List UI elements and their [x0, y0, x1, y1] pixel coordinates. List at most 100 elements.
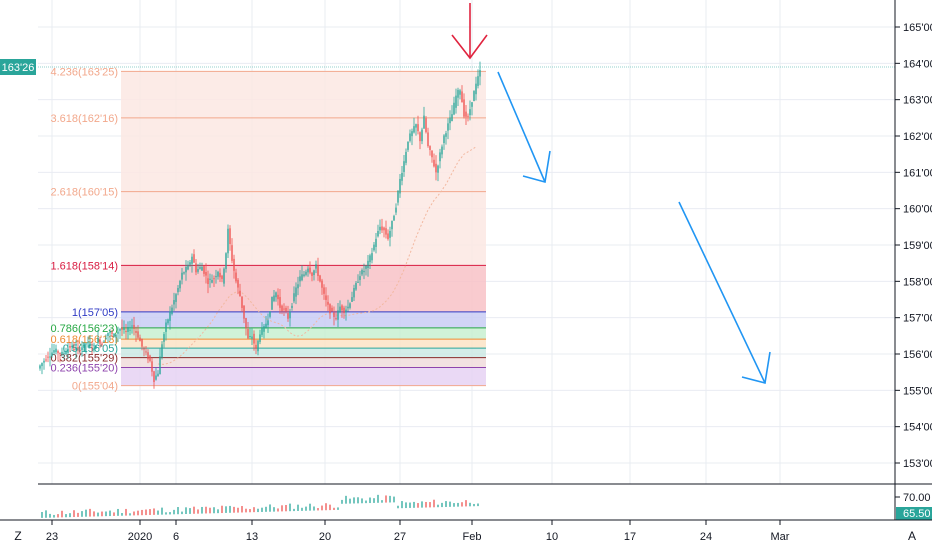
candle-body — [105, 338, 107, 340]
candle-body — [235, 272, 237, 282]
volume-bar — [161, 507, 163, 515]
candle-body — [271, 296, 273, 310]
candle-body — [59, 352, 61, 354]
candle-body — [371, 253, 373, 261]
candle-body — [181, 272, 183, 280]
candle-body — [269, 311, 271, 317]
volume-bar — [405, 502, 407, 509]
time-axis[interactable]: 23 2020 6 13 20 27 Feb 10 17 24 Mar — [46, 520, 790, 543]
candle-body — [421, 129, 423, 142]
candle-body — [329, 304, 331, 314]
candle-body — [393, 215, 395, 221]
candle-body — [219, 272, 221, 278]
candle-body — [375, 238, 377, 247]
candle-body — [89, 343, 91, 347]
candle-body — [387, 233, 389, 240]
candle-body — [287, 313, 289, 319]
volume-bar — [345, 495, 347, 504]
volume-bar — [181, 511, 183, 515]
volume-bar — [205, 506, 207, 514]
volume-bar — [69, 513, 71, 518]
candle-body — [213, 278, 215, 280]
volume-bar — [177, 507, 179, 515]
volume-bar — [321, 505, 323, 511]
candle-body — [295, 287, 297, 297]
candle-body — [445, 133, 447, 137]
candle-body — [465, 111, 467, 117]
candle-body — [221, 275, 223, 279]
fib-level-label: 0.618(156'13) — [50, 334, 118, 346]
drawing-annotations[interactable] — [451, 3, 771, 384]
candle-body — [39, 365, 41, 369]
candle-body — [183, 272, 185, 274]
arrow-head[interactable] — [741, 351, 771, 384]
volume-bar — [293, 508, 295, 512]
candle-body — [77, 347, 79, 349]
price-axis[interactable]: 165'00 164'00 163'00 162'00 161'00 160'00 159'… — [895, 22, 932, 470]
arrow-shaft[interactable] — [497, 71, 546, 183]
candle-body — [245, 317, 247, 329]
volume-bar — [457, 502, 459, 507]
candle-body — [259, 334, 261, 342]
volume-last-label: 65.50 — [903, 508, 931, 520]
candle-body — [313, 270, 315, 276]
fib-retracement-labels: 4.236(163'25) 3.618(162'16) 2.618(160'15) 1… — [50, 66, 118, 392]
volume-bar — [261, 507, 263, 512]
candle-body — [243, 305, 245, 319]
volume-bar — [437, 504, 439, 508]
arrow-head[interactable] — [451, 34, 488, 60]
candle-body — [123, 328, 125, 331]
volume-bar — [157, 510, 159, 515]
candle-body — [435, 163, 437, 173]
candle-body — [227, 228, 229, 254]
volume-bar — [417, 503, 419, 508]
price-tick-label: 159'00 — [903, 240, 932, 252]
fib-zone — [121, 191, 486, 266]
candle-body — [113, 333, 115, 337]
price-tick-label: 160'00 — [903, 204, 932, 216]
volume-bar — [253, 507, 255, 513]
volume-bar — [185, 507, 187, 514]
auto-scale-button[interactable]: A — [908, 529, 916, 543]
candle-body — [325, 295, 327, 300]
candle-body — [139, 337, 141, 342]
candle-body — [51, 352, 53, 357]
price-tick-label: 158'00 — [903, 276, 932, 288]
fib-level-label: 4.236(163'25) — [50, 66, 118, 78]
candle-body — [475, 83, 477, 95]
volume-bar — [197, 509, 199, 514]
volume-bar — [89, 508, 91, 517]
fib-retracement-lines — [121, 70, 486, 387]
candle-body — [69, 346, 71, 348]
candle-body — [275, 292, 277, 298]
fib-level-label: 0.382(155'29) — [50, 353, 118, 365]
candle-body — [327, 301, 329, 305]
volume-bar — [373, 498, 375, 503]
volume-bar — [449, 501, 451, 507]
time-tick-label: 2020 — [128, 531, 152, 543]
candle-body — [349, 303, 351, 308]
volume-bar — [285, 504, 287, 512]
candle-body — [75, 348, 77, 350]
candle-body — [335, 318, 337, 320]
volume-bar — [333, 507, 335, 510]
candle-body — [267, 320, 269, 326]
time-tick-label: Feb — [463, 531, 482, 543]
candle-body — [127, 327, 129, 332]
candle-body — [119, 328, 121, 331]
volume-bar — [249, 509, 251, 513]
fib-retracement-zones — [121, 71, 486, 386]
fib-level-label: 0.5(156'05) — [63, 343, 118, 355]
candle-body — [417, 124, 419, 132]
candle-body — [187, 264, 189, 270]
zoom-button[interactable]: Z — [14, 529, 21, 543]
candle-body — [185, 266, 187, 273]
volume-bar — [149, 509, 151, 515]
volume-bar — [245, 508, 247, 513]
candle-body — [317, 266, 319, 276]
arrow-shaft[interactable] — [678, 201, 766, 384]
volume-bar — [221, 505, 223, 514]
volume-bar — [145, 509, 147, 516]
arrow-head[interactable] — [522, 150, 551, 184]
